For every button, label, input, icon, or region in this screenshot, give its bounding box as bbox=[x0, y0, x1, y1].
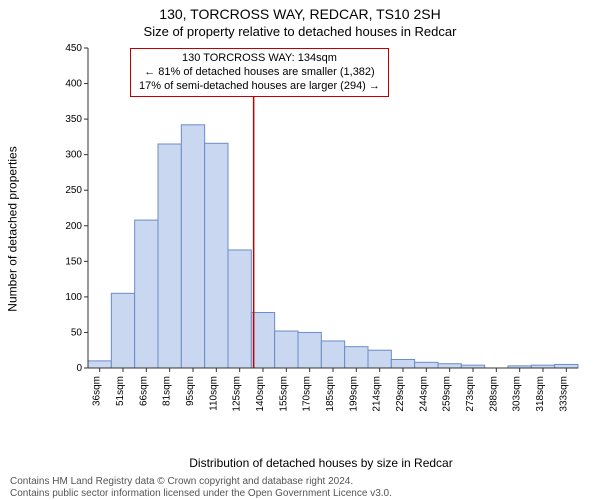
svg-text:333sqm: 333sqm bbox=[558, 376, 569, 412]
svg-text:0: 0 bbox=[76, 363, 82, 374]
svg-text:95sqm: 95sqm bbox=[185, 376, 196, 406]
footnote: Contains HM Land Registry data © Crown c… bbox=[10, 476, 392, 499]
info-box: 130 TORCROSS WAY: 134sqm ← 81% of detach… bbox=[130, 48, 389, 97]
svg-text:81sqm: 81sqm bbox=[162, 376, 173, 406]
chart-container: 130, TORCROSS WAY, REDCAR, TS10 2SH Size… bbox=[0, 0, 600, 500]
bar bbox=[321, 341, 344, 368]
svg-text:140sqm: 140sqm bbox=[255, 376, 266, 412]
bar bbox=[205, 143, 228, 368]
bar bbox=[228, 250, 251, 368]
svg-text:450: 450 bbox=[65, 44, 82, 54]
svg-text:150: 150 bbox=[65, 256, 82, 267]
y-axis-label: Number of detached properties bbox=[4, 44, 22, 414]
chart-title: 130, TORCROSS WAY, REDCAR, TS10 2SH bbox=[0, 6, 600, 22]
svg-text:300: 300 bbox=[65, 150, 82, 161]
x-axis-label: Distribution of detached houses by size … bbox=[58, 456, 584, 470]
svg-text:100: 100 bbox=[65, 292, 82, 303]
bar bbox=[111, 293, 134, 368]
bar bbox=[368, 350, 391, 368]
svg-text:200: 200 bbox=[65, 221, 82, 232]
info-line-1: 130 TORCROSS WAY: 134sqm bbox=[139, 52, 380, 66]
svg-text:244sqm: 244sqm bbox=[418, 376, 429, 412]
bar bbox=[251, 313, 274, 368]
bar bbox=[391, 359, 414, 368]
chart-subtitle: Size of property relative to detached ho… bbox=[0, 24, 600, 39]
svg-text:110sqm: 110sqm bbox=[208, 376, 219, 411]
bar bbox=[158, 144, 181, 368]
svg-text:66sqm: 66sqm bbox=[138, 376, 149, 406]
svg-text:288sqm: 288sqm bbox=[488, 376, 499, 412]
info-line-2: ← 81% of detached houses are smaller (1,… bbox=[139, 66, 380, 80]
bar bbox=[438, 364, 461, 368]
svg-text:170sqm: 170sqm bbox=[302, 376, 313, 412]
bar bbox=[415, 362, 438, 368]
svg-text:155sqm: 155sqm bbox=[278, 376, 289, 412]
svg-text:199sqm: 199sqm bbox=[348, 376, 359, 412]
bar bbox=[345, 347, 368, 368]
svg-text:51sqm: 51sqm bbox=[115, 376, 126, 406]
svg-text:303sqm: 303sqm bbox=[512, 376, 523, 412]
svg-text:318sqm: 318sqm bbox=[535, 376, 546, 412]
footnote-line-1: Contains HM Land Registry data © Crown c… bbox=[10, 476, 392, 488]
bar bbox=[275, 331, 298, 368]
bar bbox=[135, 220, 158, 368]
svg-text:350: 350 bbox=[65, 114, 82, 125]
svg-text:185sqm: 185sqm bbox=[325, 376, 336, 412]
bar bbox=[298, 332, 321, 368]
info-line-3: 17% of semi-detached houses are larger (… bbox=[139, 80, 380, 94]
svg-text:259sqm: 259sqm bbox=[442, 376, 453, 412]
svg-text:125sqm: 125sqm bbox=[232, 376, 243, 412]
bar bbox=[555, 364, 578, 368]
footnote-line-2: Contains public sector information licen… bbox=[10, 488, 392, 500]
svg-text:214sqm: 214sqm bbox=[372, 376, 383, 412]
svg-text:36sqm: 36sqm bbox=[92, 376, 103, 406]
svg-text:400: 400 bbox=[65, 79, 82, 90]
bar bbox=[181, 125, 204, 368]
svg-text:50: 50 bbox=[71, 327, 83, 338]
bar bbox=[88, 361, 111, 368]
svg-text:229sqm: 229sqm bbox=[395, 376, 406, 412]
svg-text:273sqm: 273sqm bbox=[465, 376, 476, 412]
chart-plot: 0 50 100 150 200 250 300 350 400 450 36sqm 51sqm 66s… bbox=[58, 44, 584, 414]
svg-text:250: 250 bbox=[65, 185, 82, 196]
